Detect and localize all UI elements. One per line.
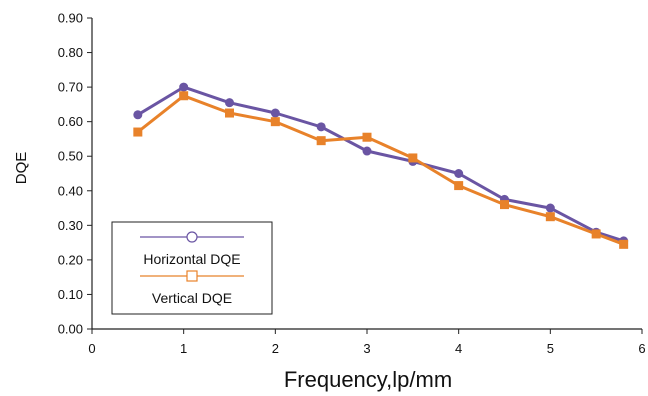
legend: Horizontal DQE Vertical DQE — [111, 221, 273, 315]
x-tick-label: 1 — [180, 341, 187, 356]
y-tick-label: 0.00 — [58, 322, 83, 337]
y-tick-label: 0.20 — [58, 252, 83, 267]
data-point-square — [591, 229, 601, 239]
series-layer — [133, 82, 629, 249]
data-point-circle — [270, 108, 280, 118]
x-tick-label: 2 — [272, 341, 279, 356]
y-tick-label: 0.80 — [58, 45, 83, 60]
legend-entry-horizontal: Horizontal DQE — [140, 231, 244, 267]
x-tick-label: 5 — [547, 341, 554, 356]
data-point-square — [619, 239, 629, 249]
data-point-circle — [225, 98, 234, 108]
data-point-square — [454, 181, 464, 191]
data-point-square — [133, 127, 143, 137]
data-point-circle — [362, 146, 372, 156]
y-tick-label: 0.40 — [58, 183, 83, 198]
data-point-square — [408, 153, 418, 163]
legend-circle-marker-icon — [186, 231, 198, 243]
data-point-square — [316, 136, 326, 146]
data-point-square — [179, 91, 189, 101]
data-point-square — [270, 117, 280, 127]
data-point-circle — [133, 110, 143, 120]
x-tick-label: 3 — [363, 341, 370, 356]
x-axis-ticks: 0 1 2 3 4 5 6 — [88, 329, 646, 356]
legend-square-marker-icon — [186, 270, 198, 282]
y-axis-ticks: 0.00 0.10 0.20 0.30 0.40 0.50 0.60 0.70 0.80 0.90 — [58, 11, 92, 337]
data-point-circle — [454, 169, 464, 178]
x-tick-label: 6 — [638, 341, 645, 356]
data-point-square — [225, 108, 234, 118]
data-point-square — [500, 200, 509, 210]
y-tick-label: 0.30 — [58, 218, 83, 233]
legend-label-horizontal: Horizontal DQE — [143, 251, 240, 267]
y-tick-label: 0.70 — [58, 80, 83, 95]
legend-label-vertical: Vertical DQE — [152, 290, 232, 306]
data-point-square — [362, 132, 372, 142]
data-point-square — [545, 212, 555, 222]
data-point-circle — [545, 203, 555, 213]
y-tick-label: 0.90 — [58, 11, 83, 26]
data-point-circle — [179, 82, 189, 92]
y-tick-label: 0.10 — [58, 287, 83, 302]
series-vertical — [133, 91, 629, 249]
x-axis-title: Frequency,lp/mm — [284, 367, 452, 392]
x-tick-label: 0 — [88, 341, 95, 356]
x-tick-label: 4 — [455, 341, 462, 356]
y-tick-label: 0.60 — [58, 114, 83, 129]
series-line — [137, 85, 625, 243]
series-line — [136, 94, 625, 246]
legend-entry-vertical: Vertical DQE — [140, 270, 244, 306]
y-tick-label: 0.50 — [58, 149, 83, 164]
data-point-circle — [316, 122, 326, 132]
y-axis-title: DQE — [13, 152, 30, 185]
